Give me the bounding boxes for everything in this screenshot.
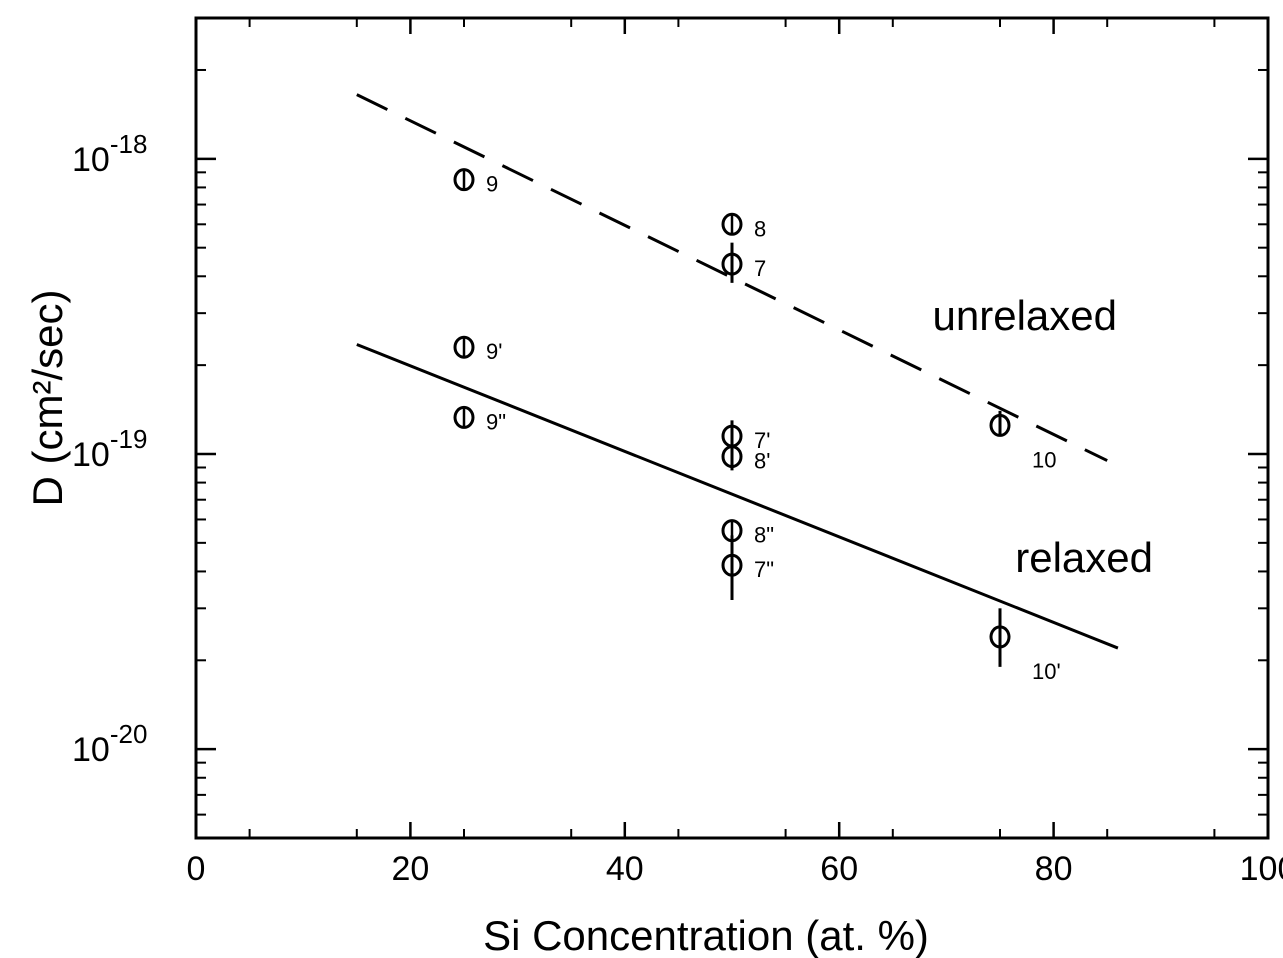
unrelaxed-fit-line xyxy=(356,93,1108,462)
relaxed-point-label: 7" xyxy=(754,557,774,582)
y-tick-label: 10-20 xyxy=(72,719,147,769)
y-tick-label: 10-19 xyxy=(72,424,147,474)
x-tick-label: 60 xyxy=(820,850,858,888)
x-tick-label: 0 xyxy=(187,850,206,888)
relaxed-point-label: 7' xyxy=(754,428,770,453)
unrelaxed-point-label: 9 xyxy=(486,172,498,197)
x-tick-label: 80 xyxy=(1035,850,1073,888)
x-tick-label: 40 xyxy=(606,850,644,888)
y-tick-label: 10-18 xyxy=(72,129,147,179)
relaxed-point-label: 10' xyxy=(1032,659,1061,684)
relaxed-point-label: 9" xyxy=(486,409,506,434)
unrelaxed-point-label: 7 xyxy=(754,256,766,281)
unrelaxed-series-label: unrelaxed xyxy=(933,292,1117,339)
relaxed-point-label: 8" xyxy=(754,523,774,548)
plot-frame xyxy=(194,16,1270,840)
x-tick-label: 20 xyxy=(391,850,429,888)
relaxed-point-label: 9' xyxy=(486,339,502,364)
unrelaxed-point-label: 10 xyxy=(1032,447,1056,472)
x-axis-title: Si Concentration (at. %) xyxy=(483,912,929,958)
x-tick-label: 100 xyxy=(1240,850,1283,888)
relaxed-fit-line xyxy=(356,343,1119,650)
relaxed-point-label: 8' xyxy=(754,449,770,474)
y-axis-title: D (cm²/sec) xyxy=(24,290,71,507)
unrelaxed-point-label: 8 xyxy=(754,216,766,241)
relaxed-series-label: relaxed xyxy=(1015,534,1153,581)
